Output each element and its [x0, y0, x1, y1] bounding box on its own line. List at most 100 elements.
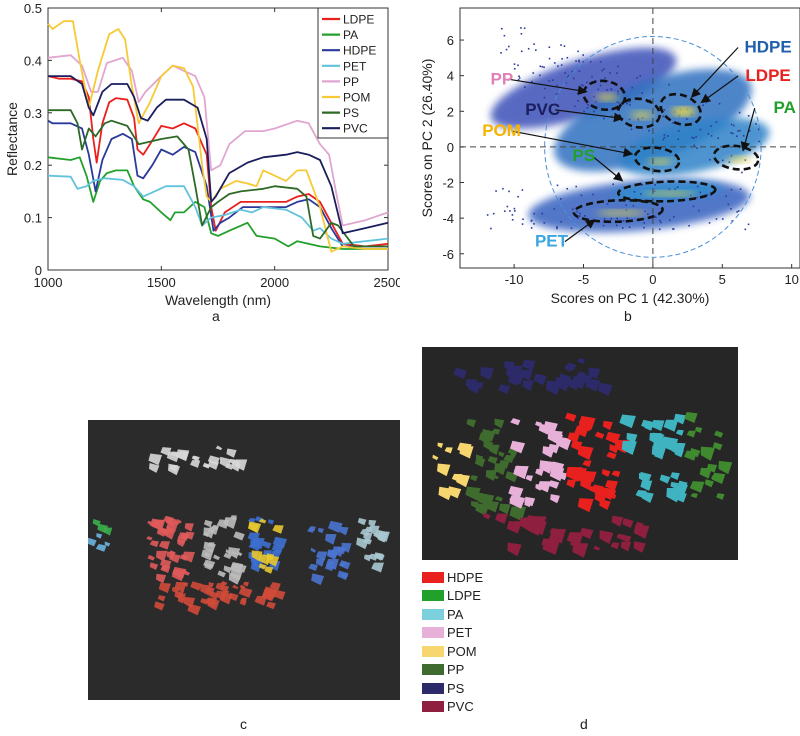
- classified-fragment: [470, 475, 478, 482]
- classified-fragment: [487, 456, 498, 465]
- classified-fragment: [600, 487, 615, 501]
- score-point: [490, 227, 492, 230]
- score-point: [649, 99, 651, 102]
- score-point: [513, 67, 516, 70]
- classified-fragment: [509, 495, 519, 503]
- score-point: [559, 198, 562, 200]
- classified-fragment: [641, 419, 654, 430]
- classified-fragment: [508, 485, 524, 499]
- score-point: [626, 217, 629, 219]
- classified-fragment: [640, 480, 653, 491]
- plastic-fragment: [157, 595, 166, 602]
- plastic-fragment: [166, 521, 179, 533]
- score-point: [502, 187, 504, 190]
- score-point: [486, 214, 489, 216]
- classified-fragment: [503, 454, 515, 463]
- classified-fragment: [521, 359, 536, 371]
- legend-label-pom: POM: [343, 91, 370, 105]
- legend-label-ps: PS: [343, 106, 359, 120]
- score-point: [543, 66, 545, 69]
- plastic-fragment: [183, 582, 189, 587]
- reflectance-spectra-chart: 1000 1500 2000 2500 0 0.1 0.2 0.3 0.4 0.5 Waveleng…: [4, 1, 400, 308]
- classified-fragment: [594, 431, 605, 439]
- classified-fragment: [495, 513, 508, 524]
- classified-fragment: [531, 520, 547, 536]
- score-point: [696, 185, 699, 188]
- score-point: [556, 227, 558, 230]
- score-point: [710, 125, 712, 127]
- classified-fragment: [512, 520, 522, 528]
- score-point: [586, 107, 589, 109]
- plastic-fragment: [363, 554, 372, 562]
- score-point: [715, 218, 718, 220]
- score-point: [579, 212, 581, 215]
- score-point: [737, 210, 740, 212]
- plastic-fragment: [220, 581, 228, 586]
- score-point: [603, 68, 605, 70]
- plastic-fragment: [265, 588, 271, 594]
- score-point: [672, 228, 674, 230]
- score-point: [699, 191, 702, 194]
- score-point: [757, 128, 760, 131]
- score-point: [730, 123, 733, 126]
- classified-fragment: [699, 467, 712, 479]
- score-point: [738, 111, 741, 114]
- plastic-fragment: [215, 445, 223, 451]
- panel-label-c: c: [240, 716, 247, 732]
- score-point: [662, 138, 665, 141]
- score-point: [643, 226, 645, 229]
- legend-item-pet: PET: [422, 624, 483, 643]
- score-point: [610, 217, 613, 220]
- score-point: [636, 77, 639, 79]
- score-point: [612, 183, 614, 186]
- annotation-arrow-pa: [740, 107, 756, 152]
- score-point: [503, 210, 506, 213]
- cluster-ellipse-pom: [633, 146, 681, 173]
- score-point: [508, 190, 510, 193]
- cluster-label-pp: PP: [491, 70, 514, 89]
- classified-fragment: [513, 465, 529, 480]
- score-point: [654, 216, 657, 219]
- classified-fragment: [649, 432, 662, 445]
- plastic-samples-photo: [88, 420, 400, 700]
- score-point: [567, 76, 569, 78]
- score-point: [577, 100, 579, 102]
- plastic-fragment: [272, 525, 284, 534]
- score-point: [565, 81, 567, 84]
- classified-fragment: [466, 418, 477, 428]
- classified-fragment: [579, 420, 589, 431]
- score-point: [532, 72, 535, 74]
- score-point: [580, 194, 583, 197]
- score-point: [561, 57, 563, 60]
- classified-fragment: [489, 444, 500, 455]
- plastic-fragment: [339, 526, 349, 536]
- plastic-fragment: [228, 572, 242, 585]
- score-point: [718, 102, 721, 105]
- score-point: [662, 115, 665, 118]
- classified-fragment: [525, 475, 534, 482]
- classified-fragment: [566, 479, 577, 488]
- legend-label: PS: [447, 680, 465, 696]
- plastic-fragment: [368, 519, 377, 528]
- y-tick-label: -2: [442, 176, 454, 191]
- score-point: [508, 45, 510, 48]
- score-point: [730, 188, 733, 191]
- legend-item-pa: PA: [422, 605, 483, 624]
- score-point: [696, 147, 698, 149]
- score-point: [592, 193, 594, 196]
- y-tick-label: 0: [447, 140, 454, 155]
- classified-fragment: [633, 541, 646, 553]
- classified-fragment: [550, 461, 565, 473]
- score-point: [500, 52, 502, 54]
- score-point: [689, 194, 692, 197]
- score-point: [514, 210, 516, 212]
- score-point: [580, 84, 583, 86]
- score-point: [615, 72, 618, 75]
- classified-fragment: [706, 463, 718, 473]
- plastic-fragment: [204, 552, 211, 557]
- score-point: [517, 79, 520, 81]
- classified-fragment: [716, 493, 725, 500]
- legend-label: PVC: [447, 699, 474, 715]
- classified-fragment: [599, 530, 614, 544]
- score-point: [668, 188, 671, 191]
